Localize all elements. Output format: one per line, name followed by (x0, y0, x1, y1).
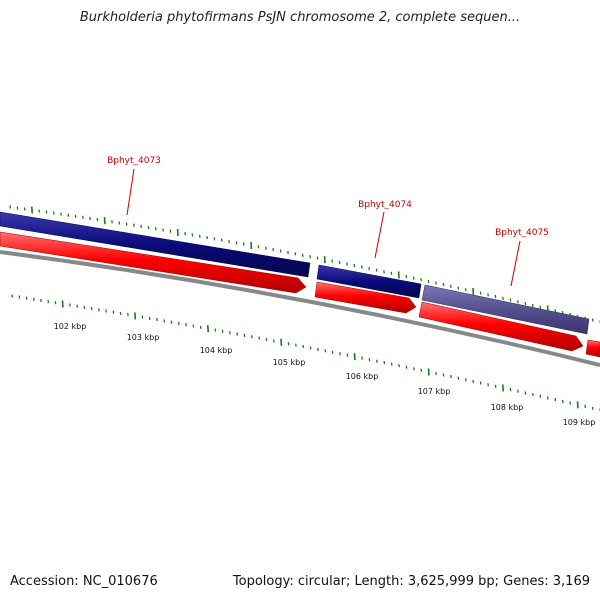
scale-label-109kbp: 109 kbp (563, 418, 596, 427)
cds-arrow-bphyt-4073[interactable] (0, 231, 307, 294)
gene-label-bphyt-4075[interactable]: Bphyt_4075 (495, 228, 549, 238)
gene-label-leader-bphyt-4073 (126, 168, 135, 216)
accession-text: Accession: NC_010676 (10, 574, 158, 589)
scale-label-102kbp: 102 kbp (54, 322, 87, 331)
gene-label-bphyt-4073[interactable]: Bphyt_4073 (107, 156, 161, 166)
genome-summary-text: Topology: circular; Length: 3,625,999 bp… (232, 574, 590, 589)
lower-tick-marks (11, 294, 600, 412)
scale-label-103kbp: 103 kbp (127, 333, 160, 342)
map-title: Burkholderia phytofirmans PsJN chromosom… (79, 10, 521, 25)
upper-tick-marks (9, 205, 600, 324)
cds-arrow-bphyt-4074[interactable] (314, 281, 417, 314)
gene-bar-bphyt-4074[interactable] (316, 264, 422, 299)
scale-label-104kbp: 104 kbp (200, 346, 233, 355)
gene-bar-bphyt-4073[interactable] (0, 211, 311, 278)
gene-bar-bphyt-4075[interactable] (421, 284, 590, 335)
gene-label-bphyt-4074[interactable]: Bphyt_4074 (358, 200, 412, 210)
scale-label-107kbp: 107 kbp (418, 387, 451, 396)
gene-label-leader-bphyt-4075 (510, 240, 521, 287)
scale-label-108kbp: 108 kbp (491, 403, 524, 412)
cds-arrow-bphyt-4075[interactable] (418, 301, 584, 352)
gene-label-leader-bphyt-4074 (374, 211, 385, 259)
cds-arrow-partial[interactable] (585, 339, 600, 358)
scale-label-105kbp: 105 kbp (273, 358, 306, 367)
genome-backbone (0, 250, 600, 367)
scale-label-106kbp: 106 kbp (346, 372, 379, 381)
